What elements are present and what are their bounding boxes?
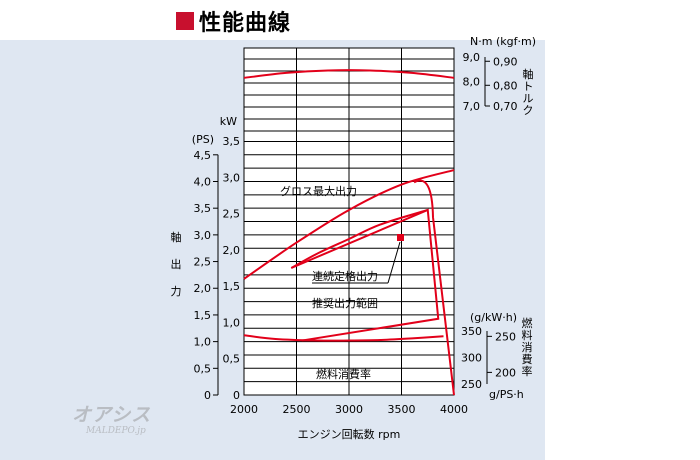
annotation-gross-max: グロス最大出力: [280, 184, 357, 198]
annotation-leader-line: [387, 241, 401, 284]
power-axis-title-char: 出: [171, 257, 182, 271]
gpsh-unit-label: g/PS·h: [489, 388, 524, 401]
ps-unit-label: (PS): [192, 133, 214, 146]
gkwh-tick-label: 250: [461, 378, 482, 391]
kw-unit-label: kW: [220, 115, 237, 128]
ps-tick-label: 3,5: [194, 202, 212, 215]
watermark-logo: オアシス: [72, 404, 152, 426]
x-tick-label: 3000: [335, 403, 363, 416]
gkwh-unit-label: (g/kW·h): [470, 311, 517, 324]
series-line-1: [290, 208, 429, 269]
ps-tick-label: 2,5: [194, 256, 212, 269]
recommended-range-outline: [290, 208, 440, 342]
watermark-url: MALDEPO.jp: [86, 426, 146, 436]
x-tick-label: 4000: [440, 403, 468, 416]
kw-tick-label: 3,5: [223, 135, 241, 148]
torque-axis-title-char: 軸: [523, 67, 534, 81]
figure-title: 性能曲線: [199, 11, 292, 36]
gpsh-tick-label: 200: [495, 366, 516, 379]
gkwh-tick-label: 300: [461, 352, 482, 365]
x-tick-label: 3500: [388, 403, 416, 416]
annotation-fuel-consumption: 燃料消費率: [316, 367, 371, 381]
kw-tick-label: 0: [233, 389, 240, 402]
fuel-axis-title-char: 費: [522, 352, 533, 366]
gpsh-tick-label: 250: [495, 330, 516, 343]
kw-tick-label: 2,5: [223, 208, 241, 221]
gross-dropoff-line: [413, 179, 455, 396]
x-axis-label: エンジン回転数 rpm: [298, 428, 401, 441]
nm-unit-label: N·m: [470, 35, 492, 48]
torque-axis-title-char: ト: [523, 80, 534, 93]
power-axis-title: 軸出力: [171, 230, 182, 298]
ps-tick-label: 4,5: [194, 149, 212, 162]
ps-tick-label: 3,0: [194, 229, 212, 242]
power-axis-title-char: 力: [171, 285, 182, 298]
kw-tick-label: 0,5: [223, 353, 241, 366]
figure-heading: 性能曲線: [176, 6, 291, 36]
nm-tick-label: 7,0: [463, 100, 481, 113]
torque-axis-title-char: ク: [523, 104, 534, 117]
fuel-axis-title-char: 消: [522, 340, 533, 354]
gkwh-tick-label: 350: [461, 325, 482, 338]
series-line-3: [243, 334, 444, 342]
nm-tick-label: 9,0: [463, 51, 481, 64]
kgfm-tick-label: 0,90: [493, 55, 518, 68]
kgfm-unit-label: (kgf·m): [496, 35, 536, 48]
torque-axis-title-char: ル: [523, 92, 534, 105]
fuel-axis-title-char: 燃: [522, 316, 533, 330]
series-line-2: [243, 69, 455, 79]
ps-tick-label: 1,5: [194, 309, 212, 322]
kw-tick-label: 3,0: [223, 171, 241, 184]
ps-tick-label: 2,0: [194, 282, 212, 295]
ps-tick-label: 4,0: [194, 175, 212, 188]
annotation-recommended-range: 推奨出力範囲: [312, 296, 378, 310]
heading-square-marker: [176, 12, 194, 30]
fuel-axis-title: 燃料消費率: [522, 316, 533, 378]
ps-tick-label: 0: [204, 389, 211, 402]
nm-tick-label: 8,0: [463, 76, 481, 89]
power-axis-title-char: 軸: [171, 230, 182, 244]
kgfm-tick-label: 0,80: [493, 79, 518, 92]
kw-tick-label: 2,0: [223, 244, 241, 257]
kw-tick-label: 1,5: [223, 280, 241, 293]
kw-tick-label: 1,0: [223, 316, 241, 329]
ps-tick-label: 1,0: [194, 336, 212, 349]
annotation-continuous-rating: 連続定格出力: [312, 269, 378, 283]
x-tick-label: 2000: [230, 403, 258, 416]
ps-tick-label: 0,5: [194, 362, 212, 375]
fuel-axis-title-char: 率: [522, 364, 533, 378]
fuel-axis-title-char: 料: [522, 328, 533, 342]
kgfm-tick-label: 0,70: [493, 100, 518, 113]
x-tick-label: 2500: [283, 403, 311, 416]
series-line-0: [243, 169, 455, 280]
continuous-rating-marker: [397, 234, 404, 241]
